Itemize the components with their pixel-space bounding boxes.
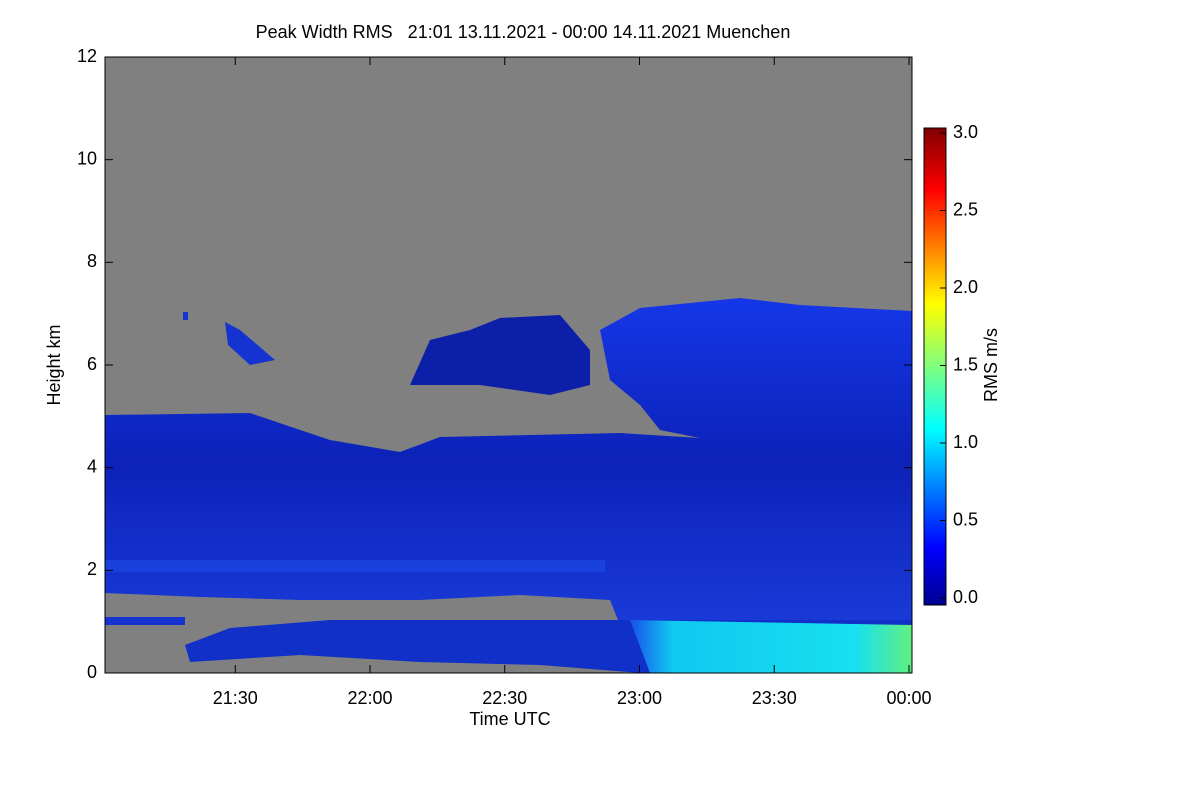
echo-region (225, 322, 275, 365)
chart-title: Peak Width RMS 21:01 13.11.2021 - 00:00 … (256, 22, 791, 42)
y-tick-label: 2 (87, 559, 97, 579)
y-tick-label: 12 (77, 46, 97, 66)
x-tick-label: 22:30 (482, 688, 527, 708)
colorbar-tick-label: 1.0 (953, 432, 978, 452)
colorbar-tick-label: 0.5 (953, 509, 978, 529)
x-tick-label: 23:30 (752, 688, 797, 708)
echo-region (410, 315, 590, 395)
colorbar-label: RMS m/s (981, 328, 1001, 402)
x-tick-label: 21:30 (213, 688, 258, 708)
x-tick-label: 00:00 (886, 688, 931, 708)
field (105, 57, 912, 673)
x-tick-label: 23:00 (617, 688, 662, 708)
colorbar-tick-label: 2.0 (953, 277, 978, 297)
colorbar (923, 127, 947, 606)
y-tick-label: 0 (87, 662, 97, 682)
echo-region (105, 560, 605, 572)
echo-region (630, 620, 912, 673)
y-tick-label: 6 (87, 354, 97, 374)
echo-region (105, 617, 185, 625)
colorbar-tick-label: 0.0 (953, 587, 978, 607)
colorbar-tick-label: 3.0 (953, 122, 978, 142)
y-tick-label: 8 (87, 251, 97, 271)
y-axis-label: Height km (44, 324, 64, 405)
y-tick-label: 10 (77, 148, 97, 168)
echo-region (105, 298, 912, 625)
colorbar-tick-label: 1.5 (953, 354, 978, 374)
echo-region (183, 312, 188, 320)
x-axis-label: Time UTC (469, 709, 550, 729)
y-tick-label: 4 (87, 456, 97, 476)
x-tick-label: 22:00 (347, 688, 392, 708)
colorbar-tick-label: 2.5 (953, 199, 978, 219)
